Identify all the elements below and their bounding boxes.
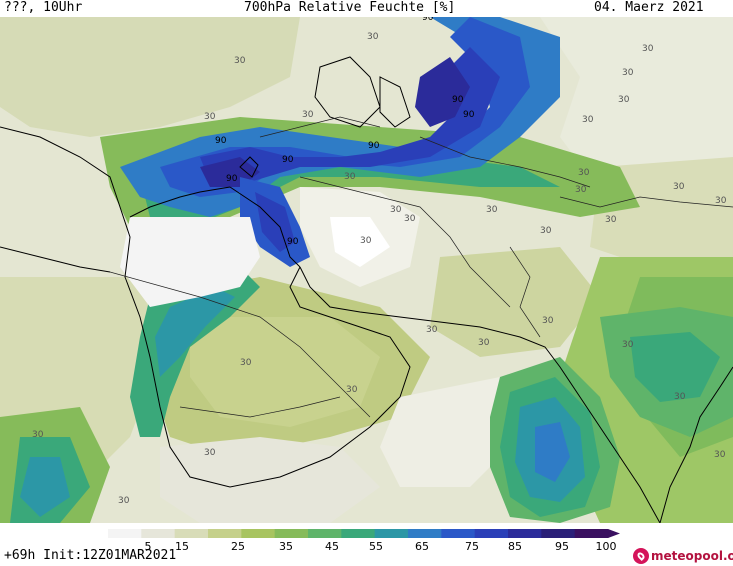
contour-label: 30 — [486, 205, 498, 215]
colorbar-labels: 5 15 25 35 45 55 65 75 85 95 100 — [145, 540, 617, 552]
contour-label: 90 — [287, 237, 299, 247]
colorbar-swatches — [108, 529, 620, 538]
contour-label: 30 — [390, 205, 402, 215]
humidity-map: 30 30 30 30 30 30 30 30 30 30 30 30 30 3… — [0, 17, 733, 523]
contour-label: 30 — [605, 215, 617, 225]
colorbar-tick-label: 15 — [175, 540, 189, 552]
contour-label: 30 — [360, 236, 372, 246]
contour-label: 90 — [226, 174, 238, 184]
forecast-hour-label: ???, 10Uhr — [4, 0, 83, 15]
contour-label: 90 — [368, 141, 380, 151]
contour-label: 30 — [673, 182, 685, 192]
run-info: +69h Init:12Z01MAR2021 — [4, 548, 177, 563]
colorbar-swatch — [108, 529, 142, 538]
colorbar-swatch — [308, 529, 342, 538]
contour-label: 30 — [204, 448, 216, 458]
contour-label: 30 — [715, 196, 727, 206]
colorbar-tick-label: 25 — [231, 540, 245, 552]
contour-label: 30 — [622, 68, 634, 78]
header-bar: ???, 10Uhr 700hPa Relative Feuchte [%] 0… — [0, 0, 733, 20]
colorbar-end-arrow — [608, 529, 620, 538]
contour-label: 30 — [674, 392, 686, 402]
colorbar-tick-label: 75 — [465, 540, 479, 552]
colorbar-tick-label: 35 — [279, 540, 293, 552]
contour-label: 30 — [344, 172, 356, 182]
colorbar-tick-label: 95 — [555, 540, 569, 552]
colorbar-swatch — [441, 529, 476, 538]
colorbar-swatch — [474, 529, 509, 538]
contour-label: 30 — [582, 115, 594, 125]
brand-logo[interactable]: meteopool.org — [633, 546, 733, 566]
colorbar-swatch — [241, 529, 276, 538]
contour-label: 90 — [452, 95, 464, 105]
colorbar-swatch — [208, 529, 242, 538]
contour-label: 30 — [346, 385, 358, 395]
colorbar-swatch — [408, 529, 442, 538]
contour-label: 30 — [714, 450, 726, 460]
contour-label: 30 — [478, 338, 490, 348]
contour-label: 30 — [367, 32, 379, 42]
contour-label: 30 — [575, 185, 587, 195]
contour-label: 30 — [622, 340, 634, 350]
contour-label: 30 — [642, 44, 654, 54]
contour-label: 30 — [578, 168, 590, 178]
brand-name: meteopool.org — [651, 549, 733, 563]
colorbar-tick-label: 85 — [508, 540, 522, 552]
contour-label: 30 — [426, 325, 438, 335]
contour-label: 30 — [540, 226, 552, 236]
humidity-field — [0, 17, 733, 523]
valid-date: 04. Maerz 2021 — [594, 0, 704, 15]
colorbar-swatch — [174, 529, 209, 538]
coastlines — [0, 56, 733, 523]
colorbar-tick-label: 45 — [325, 540, 339, 552]
colorbar-tick-label: 100 — [596, 540, 617, 552]
contour-label: 30 — [118, 496, 130, 506]
chart-title: 700hPa Relative Feuchte [%] — [244, 0, 456, 15]
contour-label: 30 — [204, 112, 216, 122]
colorbar: 5 15 25 35 45 55 65 75 85 95 100 — [108, 529, 620, 552]
contour-label: 30 — [542, 316, 554, 326]
colorbar-swatch — [374, 529, 409, 538]
colorbar-swatch — [541, 529, 576, 538]
contour-label: 90 — [463, 110, 475, 120]
borders — [109, 116, 733, 418]
contour-label: 30 — [302, 110, 314, 120]
colorbar-tick-label: 55 — [369, 540, 383, 552]
meteopool-logo-icon — [633, 548, 649, 564]
contour-label: 90 — [282, 155, 294, 165]
colorbar-swatch — [341, 529, 376, 538]
colorbar-tick-label: 5 — [145, 540, 152, 552]
contour-label: 90 — [215, 136, 227, 146]
contour-labels: 30 30 30 30 30 30 30 30 30 30 30 30 30 3… — [32, 17, 727, 506]
colorbar-swatch — [274, 529, 309, 538]
colorbar-swatch — [508, 529, 542, 538]
contour-label: 30 — [32, 430, 44, 440]
contour-label: 30 — [234, 56, 246, 66]
contour-label: 30 — [240, 358, 252, 368]
colorbar-tick-label: 65 — [415, 540, 429, 552]
contour-label: 30 — [618, 95, 630, 105]
contour-label: 30 — [404, 214, 416, 224]
contour-label: 90 — [422, 17, 434, 23]
colorbar-swatch — [574, 529, 609, 538]
colorbar-swatch — [141, 529, 176, 538]
